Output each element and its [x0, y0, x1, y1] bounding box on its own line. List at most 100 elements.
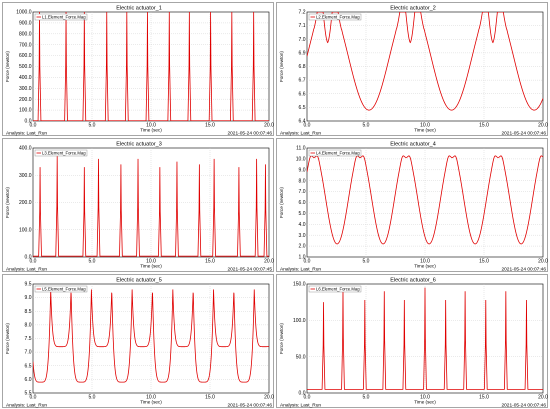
y-tick-label: 7.0	[299, 37, 306, 43]
y-tick-label: 6.8	[299, 64, 306, 70]
x-axis-label: Time (sec)	[414, 128, 436, 133]
x-tick-label: 15.0	[205, 123, 215, 129]
x-tick-label: 15.0	[205, 395, 215, 401]
x-tick-label: 15.0	[205, 259, 215, 265]
x-tick-label: 20.0	[538, 123, 548, 129]
chart-panel-1: Electric actuator_1 0.0 100.0 200.0 300.0 400…	[2, 2, 274, 137]
y-tick-label: 100.0	[19, 108, 32, 114]
x-tick-label: 20.0	[264, 395, 274, 401]
x-tick-label: 5.0	[363, 123, 370, 129]
legend: L6.Element_Force.Mag	[308, 285, 362, 293]
legend-label: L6.Element_Force.Mag	[316, 287, 360, 292]
y-axis-label: Force (newton)	[279, 187, 284, 218]
series-line	[307, 155, 543, 245]
y-tick-label: 50.0	[296, 354, 306, 360]
y-axis-label: Force (newton)	[279, 51, 284, 82]
x-tick-label: 10.0	[146, 259, 156, 265]
analysis-label: Analysis: Last_Run	[6, 267, 47, 273]
x-tick-label: 0.0	[30, 123, 37, 129]
x-tick-label: 10.0	[420, 395, 430, 401]
series-line	[33, 289, 269, 383]
y-tick-label: 8.0	[299, 178, 306, 184]
legend-box	[34, 149, 88, 157]
series-line	[307, 287, 543, 390]
x-tick-label: 15.0	[479, 123, 489, 129]
y-tick-label: 150.0	[293, 282, 306, 288]
y-tick-label: 7.0	[25, 350, 32, 356]
y-tick-label: 800.0	[19, 31, 32, 37]
y-tick-label: 600.0	[19, 53, 32, 59]
chart-title: Electric actuator_4	[390, 142, 436, 148]
x-tick-label: 10.0	[420, 259, 430, 265]
y-axis-label: Force (newton)	[279, 323, 284, 354]
chart-svg: Electric actuator_6 0.0 50.0 100.0 150.0 0.0 5…	[279, 278, 548, 409]
y-tick-label: 6.0	[299, 200, 306, 206]
x-tick-label: 15.0	[479, 259, 489, 265]
y-tick-label: 7.2	[299, 10, 306, 16]
y-tick-label: 0.0	[25, 119, 32, 125]
y-tick-label: 6.0	[25, 377, 32, 383]
y-tick-label: 7.0	[299, 189, 306, 195]
y-tick-label: 100.0	[293, 318, 306, 324]
y-tick-label: 6.5	[25, 363, 32, 369]
x-tick-label: 10.0	[146, 123, 156, 129]
y-tick-label: 6.9	[299, 50, 306, 56]
y-tick-label: 0.0	[25, 255, 32, 261]
y-tick-label: 6.7	[299, 78, 306, 84]
x-tick-label: 0.0	[30, 259, 37, 265]
legend-label: L2.Element_Force.Mag	[316, 15, 360, 20]
y-tick-label: 9.0	[25, 295, 32, 301]
y-tick-label: 200.0	[19, 200, 32, 206]
chart-title: Electric actuator_6	[390, 278, 436, 284]
y-tick-label: 1.0	[299, 255, 306, 261]
y-tick-label: 8.5	[25, 309, 32, 315]
x-tick-label: 20.0	[264, 123, 274, 129]
y-tick-label: 1000.0	[16, 10, 32, 16]
x-tick-label: 5.0	[363, 395, 370, 401]
x-axis-label: Time (sec)	[414, 264, 436, 269]
x-tick-label: 10.0	[420, 123, 430, 129]
y-tick-label: 8.0	[25, 322, 32, 328]
chart-svg: Electric actuator_3 0.0 100.0 200.0 300.0 400…	[5, 142, 274, 273]
y-tick-label: 11.0	[296, 146, 306, 152]
legend: L3.Element_Force.Mag	[34, 149, 88, 157]
legend-label: L3.Element_Force.Mag	[42, 151, 86, 156]
series-line	[307, 12, 543, 111]
y-axis-label: Force (newton)	[5, 51, 10, 82]
timestamp: 2021-05-24 00:07:46	[227, 403, 272, 409]
legend: L1.Element_Force.Mag	[34, 13, 88, 21]
x-tick-label: 0.0	[304, 259, 311, 265]
timestamp: 2021-05-24 00:07:46	[501, 267, 546, 273]
analysis-label: Analysis: Last_Run	[280, 403, 321, 409]
x-tick-label: 15.0	[479, 395, 489, 401]
legend: L5.Element_Force.Mag	[34, 285, 88, 293]
analysis-label: Analysis: Last_Run	[280, 267, 321, 273]
x-tick-label: 20.0	[538, 395, 548, 401]
chart-panel-5: Electric actuator_5 5.5 6.0 6.5 7.0 7.5 8.0 8.5…	[2, 274, 274, 409]
y-tick-label: 200.0	[19, 97, 32, 103]
y-tick-label: 9.5	[25, 282, 32, 288]
timestamp: 2021-05-24 00:07:46	[227, 131, 272, 137]
x-axis-label: Time (sec)	[140, 264, 162, 269]
y-tick-label: 5.0	[299, 211, 306, 217]
x-axis-label: Time (sec)	[140, 128, 162, 133]
chart-svg: Electric actuator_2 6.4 6.5 6.6 6.7 6.8 6.9 7.0…	[279, 6, 548, 137]
chart-title: Electric actuator_3	[116, 142, 162, 148]
x-axis-label: Time (sec)	[140, 400, 162, 405]
chart-title: Electric actuator_5	[116, 278, 162, 284]
y-tick-label: 300.0	[19, 173, 32, 179]
y-axis-label: Force (newton)	[5, 187, 10, 218]
y-tick-label: 7.5	[25, 336, 32, 342]
y-tick-label: 5.5	[25, 391, 32, 397]
y-tick-label: 10.0	[296, 157, 306, 163]
chart-panel-3: Electric actuator_3 0.0 100.0 200.0 300.0 400…	[2, 138, 274, 273]
legend: L2.Element_Force.Mag	[308, 13, 362, 21]
y-tick-label: 7.1	[299, 23, 306, 29]
y-tick-label: 6.6	[299, 91, 306, 97]
y-tick-label: 6.5	[299, 105, 306, 111]
chart-svg: Electric actuator_5 5.5 6.0 6.5 7.0 7.5 8.0 8.5…	[5, 278, 274, 409]
chart-panel-2: Electric actuator_2 6.4 6.5 6.6 6.7 6.8 6.9 7.0…	[276, 2, 548, 137]
chart-title: Electric actuator_2	[390, 6, 436, 12]
legend-label: L5.Element_Force.Mag	[42, 287, 86, 292]
x-tick-label: 0.0	[304, 123, 311, 129]
